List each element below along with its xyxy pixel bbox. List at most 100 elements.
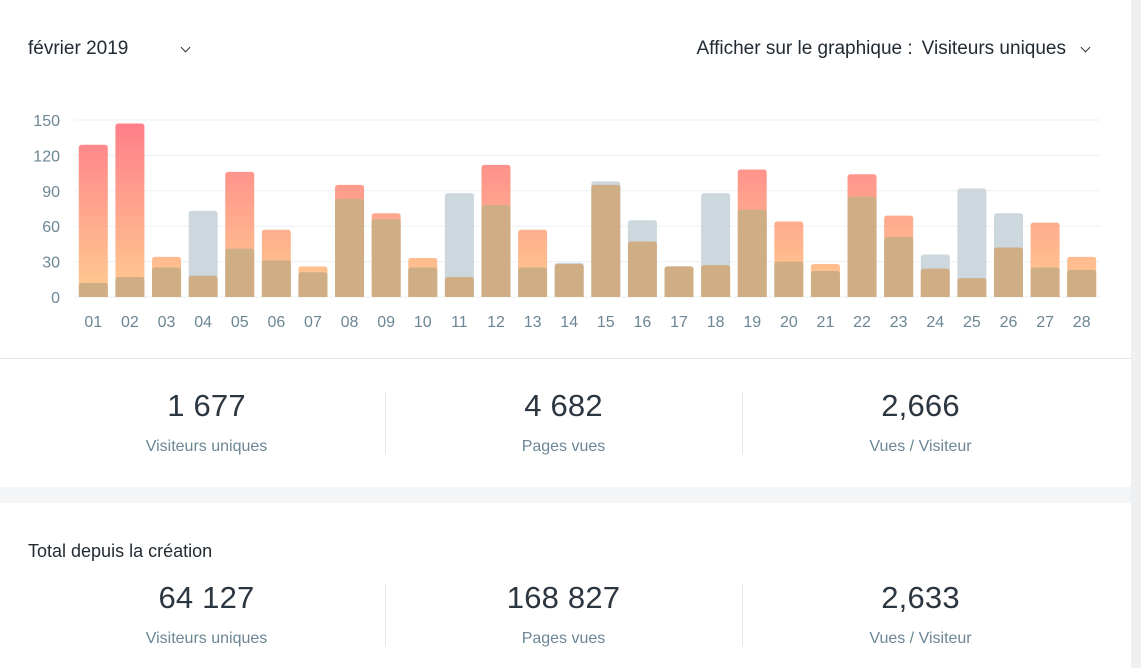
bar-overlap[interactable] [591,184,621,297]
total-page-views: 168 827 Pages vues [385,580,742,648]
x-tick-label: 03 [158,314,176,331]
chart-display-select[interactable]: Afficher sur le graphique : Visiteurs un… [696,38,1091,60]
y-tick-label: 0 [51,290,60,307]
visitors-bar-chart: 0 30 60 90 120 150 01 02 03 04 05 06 07 08 09 10 11 12 13 1… [33,113,1100,331]
x-tick-label: 16 [634,314,652,331]
bar-overlap[interactable] [225,248,255,297]
month-select-label: février 2019 [28,38,129,59]
x-tick-label: 07 [304,314,322,331]
bar-overlap[interactable] [444,276,474,297]
bar-overlap[interactable] [993,247,1023,297]
x-tick-label: 19 [743,314,761,331]
chart-display-prefix: Afficher sur le graphique : [696,38,913,59]
bar-overlap[interactable] [335,199,365,297]
y-tick-label: 120 [33,148,60,165]
bar-overlap[interactable] [664,266,694,297]
stat-divider [742,392,743,454]
bar-overlap[interactable] [78,282,108,297]
bar-comparison[interactable] [188,210,218,297]
stat-label: Pages vues [521,630,606,647]
y-tick-label: 150 [33,113,60,130]
bar-overlap[interactable] [188,275,218,297]
total-unique-visitors: 64 127 Visiteurs uniques [28,580,385,648]
x-tick-label: 01 [84,314,102,331]
stat-value: 2,666 [881,388,960,423]
x-tick-label: 13 [524,314,542,331]
stat-label: Visiteurs uniques [145,630,268,647]
x-tick-label: 11 [451,314,468,331]
bar-overlap[interactable] [627,241,657,297]
bar-overlap[interactable] [1030,267,1060,298]
stat-value: 1 677 [167,388,246,423]
stat-value: 168 827 [506,580,621,615]
x-tick-label: 05 [231,314,249,331]
bar-overlap[interactable] [518,267,548,298]
x-tick-label: 28 [1073,314,1091,331]
chevron-down-icon [180,42,191,52]
bar-overlap[interactable] [810,271,840,297]
x-tick-label: 08 [341,314,359,331]
bar-overlap[interactable] [408,267,438,298]
x-tick-label: 22 [853,314,871,331]
stat-label: Vues / Visiteur [869,438,972,455]
y-tick-label: 30 [42,255,60,272]
totals-title: Total depuis la création [28,541,213,561]
monthly-stats-card [0,0,1131,487]
x-tick-label: 26 [1000,314,1018,331]
x-tick-label: 14 [560,314,578,331]
bar-comparison[interactable] [957,188,987,297]
stat-value: 4 682 [524,388,603,423]
stat-divider [742,584,743,646]
bar-overlap[interactable] [554,263,584,297]
x-tick-label: 04 [194,314,212,331]
stat-value: 2,633 [881,580,960,615]
bar-overlap[interactable] [737,209,767,297]
bar-overlap[interactable] [481,204,511,297]
x-tick-label: 15 [597,314,615,331]
chevron-down-icon [1080,42,1091,52]
x-tick-label: 02 [121,314,139,331]
bar-overlap[interactable] [152,267,182,298]
x-tick-label: 24 [926,314,944,331]
stat-views-per-visitor: 2,666 Vues / Visiteur [742,388,1099,456]
total-views-per-visitor: 2,633 Vues / Visiteur [742,580,1099,648]
stat-page-views: 4 682 Pages vues [385,388,742,456]
x-tick-label: 09 [377,314,395,331]
y-tick-label: 90 [42,184,60,201]
stat-unique-visitors: 1 677 Visiteurs uniques [28,388,385,456]
bar-overlap[interactable] [847,196,877,297]
x-tick-label: 23 [890,314,908,331]
x-tick-label: 10 [414,314,432,331]
bar-overlap[interactable] [957,278,987,297]
stat-label: Pages vues [521,438,606,455]
bar-overlap[interactable] [298,272,328,297]
bar-overlap[interactable] [920,268,950,297]
bar-overlap[interactable] [371,219,401,297]
bar-overlap[interactable] [701,265,731,297]
x-tick-label: 12 [487,314,505,331]
x-tick-label: 21 [817,314,835,331]
stat-divider [385,392,386,454]
x-tick-label: 25 [963,314,981,331]
bar-overlap[interactable] [261,260,291,297]
month-select[interactable]: février 2019 [28,38,191,60]
x-tick-label: 17 [670,314,688,331]
chart-separator [0,358,1131,359]
y-tick-label: 60 [42,219,60,236]
stat-divider [385,584,386,646]
page-edge [1131,0,1141,668]
bar-comparison[interactable] [444,193,474,297]
x-tick-label: 27 [1036,314,1054,331]
bar-overlap[interactable] [774,261,804,297]
stat-label: Visiteurs uniques [145,438,268,455]
bar-visitors[interactable] [78,144,108,297]
x-tick-label: 20 [780,314,798,331]
bar-overlap[interactable] [1067,269,1097,297]
stat-label: Vues / Visiteur [869,630,972,647]
bar-overlap[interactable] [115,276,145,297]
totals-card [0,503,1131,668]
chart-display-value: Visiteurs uniques [921,38,1066,59]
bar-visitors[interactable] [115,123,145,297]
stat-value: 64 127 [158,580,255,615]
bar-overlap[interactable] [884,236,914,297]
